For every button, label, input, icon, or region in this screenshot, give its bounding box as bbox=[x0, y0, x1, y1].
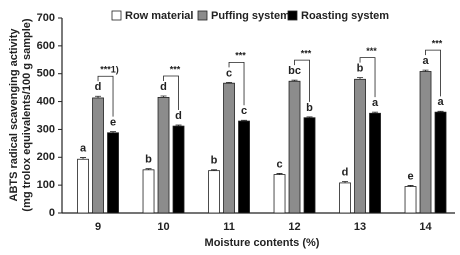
bar bbox=[339, 182, 351, 214]
significance-letter: b bbox=[306, 102, 313, 114]
error-bar bbox=[372, 111, 379, 114]
significance-bracket bbox=[228, 61, 245, 106]
legend-label: Row material bbox=[125, 10, 193, 22]
y-axis-label: ABTS radical scavenging activity bbox=[8, 28, 20, 202]
bar bbox=[92, 97, 104, 214]
significance-letter: c bbox=[241, 105, 247, 117]
x-axis-label: Moisture contents (%) bbox=[205, 237, 320, 249]
x-tick-label: 9 bbox=[95, 221, 101, 233]
bar bbox=[369, 112, 381, 214]
significance-stars: ***1) bbox=[100, 65, 119, 75]
significance-bracket bbox=[359, 57, 376, 98]
y-tick-label: 0 bbox=[49, 207, 55, 219]
error-bar bbox=[276, 173, 283, 175]
significance-letter: d bbox=[160, 81, 167, 93]
significance-bracket bbox=[294, 59, 310, 102]
bar bbox=[404, 186, 417, 214]
error-bar bbox=[95, 95, 102, 98]
significance-stars: *** bbox=[235, 51, 246, 61]
legend-label: Roasting system bbox=[301, 10, 389, 22]
error-bar bbox=[211, 169, 218, 171]
significance-letter: e bbox=[407, 170, 413, 182]
significance-letter: a bbox=[437, 96, 444, 108]
x-tick-label: 10 bbox=[157, 221, 169, 233]
error-bar bbox=[306, 116, 313, 118]
error-bar bbox=[357, 77, 364, 80]
bar bbox=[273, 174, 286, 214]
error-bar bbox=[241, 119, 248, 122]
y-axis-label: (mg trolox equivalents/100 g sample) bbox=[21, 18, 33, 212]
bar bbox=[238, 120, 250, 214]
y-tick-label: 300 bbox=[37, 123, 55, 135]
significance-bracket bbox=[97, 75, 114, 117]
error-bar bbox=[226, 81, 233, 84]
significance-stars: *** bbox=[366, 46, 377, 56]
y-tick-label: 600 bbox=[37, 40, 55, 52]
significance-letter: e bbox=[110, 117, 116, 129]
significance-letter: c bbox=[226, 67, 232, 79]
significance-letter: d bbox=[175, 110, 182, 122]
bar bbox=[288, 80, 301, 214]
y-tick-label: 200 bbox=[37, 151, 55, 163]
bar bbox=[107, 132, 119, 214]
error-bar bbox=[145, 168, 152, 170]
significance-stars: *** bbox=[301, 48, 312, 58]
significance-stars: *** bbox=[432, 38, 443, 48]
significance-bracket bbox=[425, 49, 441, 97]
legend-swatch bbox=[111, 10, 122, 21]
significance-letter: a bbox=[372, 97, 379, 109]
x-tick-label: 14 bbox=[419, 221, 432, 233]
bar bbox=[354, 78, 366, 214]
error-bar bbox=[437, 110, 444, 113]
significance-letter: b bbox=[145, 154, 152, 166]
y-tick-label: 400 bbox=[37, 95, 55, 107]
error-bar bbox=[110, 131, 117, 133]
legend-swatch bbox=[287, 10, 298, 21]
x-tick-label: 13 bbox=[354, 221, 366, 233]
legend-label: Puffing system bbox=[211, 10, 290, 22]
bar bbox=[142, 169, 155, 214]
significance-letter: a bbox=[80, 142, 87, 154]
significance-letter: b bbox=[211, 155, 218, 167]
error-bar bbox=[175, 124, 182, 127]
legend-swatch bbox=[197, 10, 208, 21]
y-tick-label: 500 bbox=[37, 68, 55, 80]
bar bbox=[223, 82, 235, 214]
error-bar bbox=[342, 181, 349, 183]
bar bbox=[157, 96, 170, 214]
significance-letter: b bbox=[357, 63, 364, 75]
significance-letter: d bbox=[95, 81, 102, 93]
error-bar bbox=[422, 69, 429, 72]
bar bbox=[172, 125, 185, 214]
significance-letter: a bbox=[422, 55, 429, 67]
significance-letter: c bbox=[276, 158, 282, 170]
significance-stars: *** bbox=[170, 64, 181, 74]
bar bbox=[77, 158, 89, 214]
x-tick-label: 11 bbox=[223, 221, 235, 233]
bar bbox=[434, 111, 447, 214]
significance-letter: bc bbox=[288, 65, 301, 77]
x-tick-label: 12 bbox=[288, 221, 300, 233]
y-tick-label: 100 bbox=[37, 179, 55, 191]
bar bbox=[419, 71, 432, 214]
bar bbox=[303, 117, 316, 214]
error-bar bbox=[407, 185, 414, 187]
bar bbox=[208, 170, 220, 214]
y-tick-label: 700 bbox=[37, 12, 55, 24]
error-bar bbox=[160, 95, 167, 98]
error-bar bbox=[80, 157, 87, 160]
significance-bracket bbox=[163, 75, 179, 110]
error-bar bbox=[291, 79, 298, 82]
significance-letter: d bbox=[342, 166, 349, 178]
